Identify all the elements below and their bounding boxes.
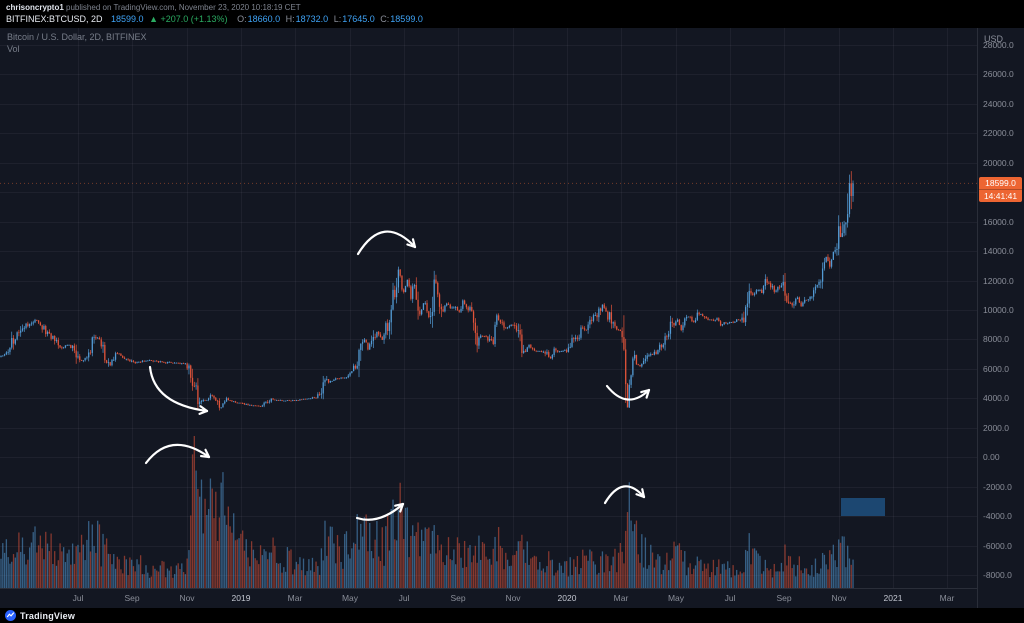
price-tick-label: 26000.0 xyxy=(983,69,1014,80)
high-value: 18732.0 xyxy=(295,14,329,24)
byline: chrisoncrypto1 published on TradingView.… xyxy=(6,2,1016,13)
price-tick-label: -2000.0 xyxy=(983,481,1012,492)
time-tick-label: Sep xyxy=(776,593,792,603)
time-tick-label: Nov xyxy=(831,593,847,603)
time-tick-label: May xyxy=(667,593,685,603)
close-label: C: xyxy=(380,14,390,24)
tradingview-wordmark: TradingView xyxy=(20,610,76,621)
chart-canvas[interactable] xyxy=(0,28,977,588)
currency-label: USD xyxy=(984,34,1004,44)
badge-price: 18599.0 xyxy=(985,178,1016,189)
time-tick-label: 2021 xyxy=(883,593,903,603)
time-tick-label: Nov xyxy=(505,593,521,603)
time-tick-label: Jul xyxy=(72,593,84,603)
price-tick-label: 6000.0 xyxy=(983,363,1009,374)
footer-bar: TradingView xyxy=(0,608,1024,623)
symbol-info-row: BITFINEX:BTCUSD, 2D 18599.0 ▲ +207.0 (+1… xyxy=(6,13,1016,26)
chart-header: chrisoncrypto1 published on TradingView.… xyxy=(0,0,1024,28)
time-tick-label: May xyxy=(341,593,359,603)
price-tick-label: -6000.0 xyxy=(983,540,1012,551)
time-tick-label: Sep xyxy=(124,593,140,603)
time-tick-label: 2019 xyxy=(231,593,251,603)
price-tick-label: 16000.0 xyxy=(983,216,1014,227)
time-scale[interactable]: Jul Sep Nov 2019 Mar May Jul Sep Nov 2020 Mar May Ju… xyxy=(0,588,977,608)
time-tick-label: Sep xyxy=(450,593,466,603)
price-tick-label: -4000.0 xyxy=(983,511,1012,522)
price-tick-label: 14000.0 xyxy=(983,246,1014,257)
close-value: 18599.0 xyxy=(390,14,423,24)
price-tick-label: 12000.0 xyxy=(983,275,1014,286)
price-tick-label: 8000.0 xyxy=(983,334,1009,345)
price-scale[interactable]: USD 18599.0 14:41:41 28000.0 26000.0 24000… xyxy=(977,28,1024,608)
price-change: ▲ +207.0 (+1.13%) xyxy=(149,14,228,24)
tradingview-logo-icon xyxy=(5,610,16,621)
price-tick-label: -8000.0 xyxy=(983,570,1012,580)
last-price-value: 18599.0 xyxy=(111,14,144,24)
open-label: O: xyxy=(237,14,247,24)
high-label: H: xyxy=(285,14,295,24)
price-tick-label: 24000.0 xyxy=(983,98,1014,109)
open-value: 18660.0 xyxy=(247,14,281,24)
byline-text: published on TradingView.com, November 2… xyxy=(63,3,301,12)
price-tick-label: 28000.0 xyxy=(983,40,1014,50)
price-tick-label: 22000.0 xyxy=(983,128,1014,139)
low-value: 17645.0 xyxy=(342,14,375,24)
time-tick-label: Mar xyxy=(939,593,955,603)
time-tick-label: Jul xyxy=(724,593,736,603)
time-tick-label: Mar xyxy=(287,593,303,603)
price-tick-label: 0.00 xyxy=(983,452,1000,463)
low-label: L: xyxy=(333,14,342,24)
price-tick-label: 4000.0 xyxy=(983,393,1009,404)
symbol-name: BITFINEX:BTCUSD, 2D xyxy=(6,14,103,24)
price-tick-label: 2000.0 xyxy=(983,422,1009,433)
time-tick-label: Nov xyxy=(179,593,195,603)
legend-volume-label: Vol xyxy=(7,44,20,54)
legend-symbol-title: Bitcoin / U.S. Dollar, 2D, BITFINEX xyxy=(7,32,147,42)
chart-plot-area[interactable]: Bitcoin / U.S. Dollar, 2D, BITFINEX Vol xyxy=(0,28,977,588)
time-tick-label: Jul xyxy=(398,593,410,603)
time-tick-label: Mar xyxy=(613,593,629,603)
last-price-badge: 18599.0 14:41:41 xyxy=(979,177,1022,203)
time-tick-label: 2020 xyxy=(557,593,577,603)
chart-legend: Bitcoin / U.S. Dollar, 2D, BITFINEX Vol xyxy=(7,32,147,55)
author-name: chrisoncrypto1 xyxy=(6,3,64,12)
price-tick-label: 20000.0 xyxy=(983,157,1014,168)
badge-countdown: 14:41:41 xyxy=(979,189,1022,202)
price-tick-label: 10000.0 xyxy=(983,305,1014,315)
tradingview-link[interactable]: TradingView xyxy=(5,610,75,621)
